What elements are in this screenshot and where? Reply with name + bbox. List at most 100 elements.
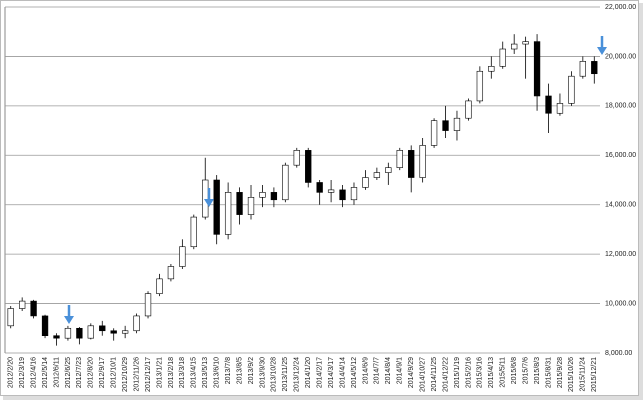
candle-body <box>190 216 197 248</box>
x-tick-label: 2012/11/26 <box>133 357 140 392</box>
candle-body <box>110 330 117 334</box>
candle-body <box>556 103 564 114</box>
candle-body <box>453 117 461 131</box>
x-tick-label: 2015/5/11 <box>500 357 507 388</box>
candle-body <box>511 43 518 50</box>
x-tick-label: 2015/9/28 <box>557 357 564 388</box>
candle-body <box>545 95 552 114</box>
x-tick-label: 2014/6/9 <box>362 357 369 384</box>
x-tick-label: 2013/4/15 <box>191 357 198 388</box>
x-tick-label: 2014/3/17 <box>328 357 335 388</box>
candle-body <box>224 192 232 235</box>
candle-body <box>167 266 175 280</box>
x-tick-label: 2012/6/11 <box>53 357 60 388</box>
y-tick-label: 12,000.00 <box>605 251 636 258</box>
x-tick-label: 2015/1/19 <box>454 357 461 388</box>
x-tick-label: 2013/3/18 <box>179 357 186 388</box>
candle-body <box>64 327 72 339</box>
x-tick-label: 2013/1/21 <box>156 357 163 388</box>
candle-body <box>350 187 358 201</box>
candle-body <box>373 172 381 178</box>
frame-shadow <box>3 396 641 400</box>
y-tick-label: 14,000.00 <box>605 202 636 209</box>
candle-body <box>499 48 506 67</box>
candle-body <box>76 327 83 339</box>
x-tick-label: 2012/8/20 <box>88 357 95 388</box>
frame-shadow <box>639 3 643 400</box>
x-tick-label: 2012/4/16 <box>30 357 37 388</box>
x-tick-label: 2014/11/25 <box>431 357 438 392</box>
x-tick-label: 2015/2/16 <box>465 357 472 388</box>
candle-body <box>568 75 575 104</box>
candle-body <box>465 100 472 119</box>
candle-body <box>522 41 529 45</box>
plot: 8,000.00 10,000.00 12,000.00 14,000.00 16,00… <box>4 4 636 392</box>
y-tick-label: 18,000.00 <box>605 103 636 110</box>
candle-body <box>30 300 37 317</box>
candle-body <box>7 308 14 327</box>
y-tick-label: 10,000.00 <box>605 300 636 307</box>
x-tick-label: 2014/7/7 <box>374 357 381 384</box>
candle-body <box>316 182 323 193</box>
x-tick-label: 2013/2/18 <box>168 357 175 388</box>
x-tick-label: 2015/4/13 <box>488 357 495 388</box>
candle-body <box>259 192 266 198</box>
candle-body <box>396 150 403 168</box>
x-tick-label: 2015/6/8 <box>511 357 518 384</box>
arrow <box>204 188 214 207</box>
x-tick-label: 2012/12/17 <box>145 357 152 392</box>
x-tick-label: 2013/6/10 <box>214 357 221 388</box>
x-tick-label: 2014/10/27 <box>419 357 426 392</box>
candle-body <box>121 330 129 334</box>
x-tick-label: 2013/8/5 <box>236 357 243 384</box>
candle-body <box>213 179 220 235</box>
x-tick-label: 2012/10/29 <box>122 357 129 392</box>
x-tick-label: 2012/2/20 <box>8 357 15 388</box>
y-tick-label: 20,000.00 <box>605 53 636 60</box>
candle-body <box>282 164 289 201</box>
x-tick-label: 2015/12/21 <box>591 357 598 392</box>
candle-body <box>133 315 140 332</box>
candle-body <box>385 167 392 173</box>
x-tick-label: 2013/12/24 <box>294 357 301 392</box>
candle-body <box>99 325 106 332</box>
x-tick-label: 2014/9/29 <box>408 357 415 388</box>
y-tick-label: 16,000.00 <box>605 152 636 159</box>
arrow <box>64 305 74 324</box>
candle-body <box>327 189 335 193</box>
x-tick-label: 2012/7/23 <box>76 357 83 388</box>
candle-body <box>41 315 49 336</box>
x-tick-label: 2014/9/1 <box>397 357 404 384</box>
candle-body <box>53 335 60 339</box>
candle-body <box>179 246 186 267</box>
candle-body <box>579 61 586 77</box>
candle-body <box>305 150 312 183</box>
candle-body <box>533 41 541 97</box>
x-tick-label: 2013/7/8 <box>225 357 232 384</box>
x-tick-label: 2014/12/22 <box>442 357 449 392</box>
x-tick-label: 2012/5/14 <box>42 357 49 388</box>
candle-body <box>339 189 346 201</box>
x-tick-label: 2015/8/31 <box>545 357 552 388</box>
candle-body <box>293 150 300 166</box>
candle-body <box>362 177 369 188</box>
candle-body <box>156 278 163 294</box>
candle-body <box>419 145 426 178</box>
candle-body <box>144 293 152 317</box>
x-tick-label: 2015/11/24 <box>580 357 587 392</box>
candle-body <box>430 120 438 146</box>
x-tick-label: 2014/8/4 <box>385 357 392 384</box>
x-tick-label: 2015/7/6 <box>522 357 529 384</box>
candle-body <box>270 192 278 201</box>
x-tick-label: 2013/9/2 <box>248 357 255 384</box>
candle-body <box>488 66 495 72</box>
candle-body <box>202 179 209 218</box>
x-tick-label: 2013/9/30 <box>259 357 266 388</box>
x-tick-label: 2015/10/26 <box>568 357 575 392</box>
x-tick-label: 2014/1/20 <box>305 357 312 388</box>
x-tick-label: 2012/6/25 <box>65 357 72 388</box>
candle-body <box>408 150 415 178</box>
candle-body <box>247 197 255 215</box>
